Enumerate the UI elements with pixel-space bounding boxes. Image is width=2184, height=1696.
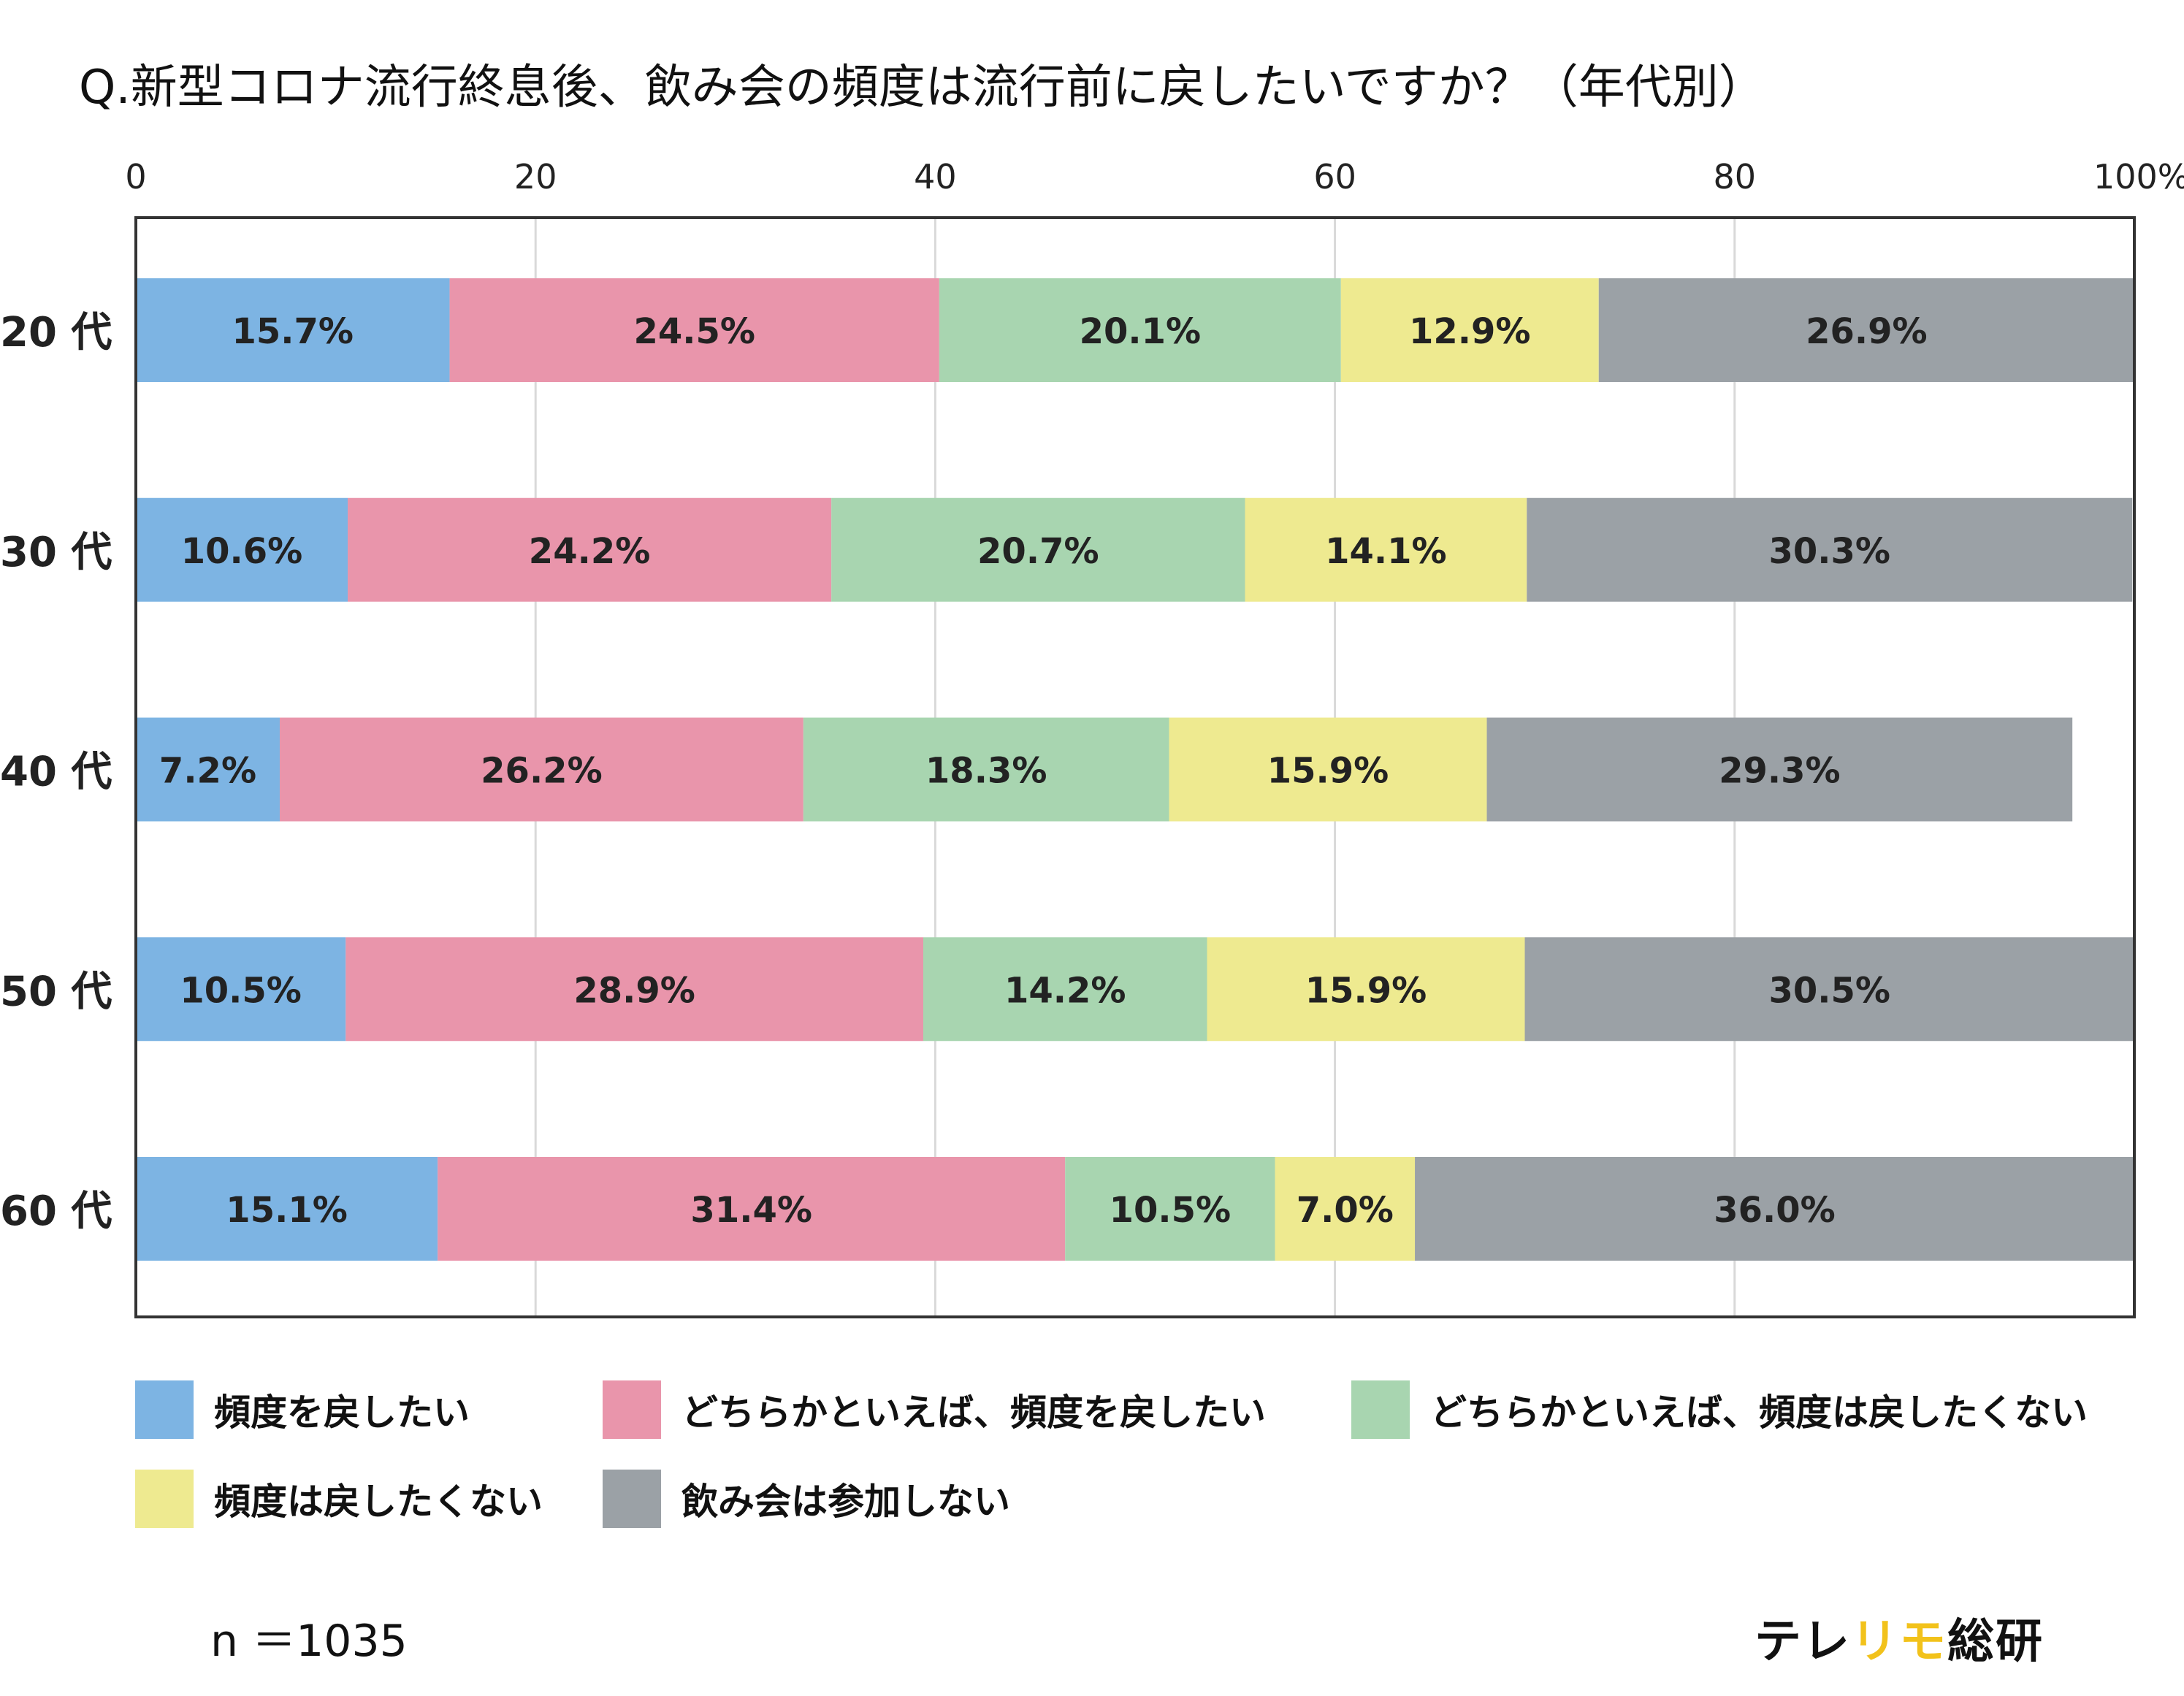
bar-segment <box>1207 937 1525 1042</box>
bar-segment <box>1524 937 2134 1042</box>
x-tick-label: 100% <box>2093 157 2184 196</box>
legend-swatch <box>603 1380 661 1439</box>
legend-label: 頻度を戻したい <box>214 1391 470 1434</box>
legend-swatch <box>1351 1380 1410 1439</box>
data-label: 26.2% <box>481 751 603 792</box>
bar-segment <box>279 717 803 822</box>
data-label: 14.1% <box>1325 531 1447 572</box>
legend-label: どちらかといえば、頻度を戻したい <box>681 1391 1266 1434</box>
x-tick-label: 0 <box>125 157 146 196</box>
category-label: 50 代 <box>0 968 112 1015</box>
legend-swatch <box>135 1470 194 1528</box>
legend-swatch <box>603 1470 661 1528</box>
legend-item: 飲み会は参加しない <box>603 1470 1010 1528</box>
legend-label: どちらかといえば、頻度は戻したくない <box>1430 1391 2088 1434</box>
legend-item: どちらかといえば、頻度は戻したくない <box>1351 1380 2088 1439</box>
brand-text-2: 総研 <box>1947 1615 2044 1669</box>
data-label: 10.5% <box>1110 1190 1232 1231</box>
bar-segment <box>136 278 450 382</box>
category-label: 60 代 <box>0 1188 112 1235</box>
data-label: 26.9% <box>1806 311 1928 352</box>
x-tick-label: 80 <box>1714 157 1757 196</box>
bar-segment <box>1275 1157 1416 1261</box>
bar-segment <box>803 717 1169 822</box>
brand-logo: テレリモ総研 <box>1755 1604 2044 1671</box>
data-label: 15.1% <box>226 1190 348 1231</box>
brand-text-accent: リモ <box>1851 1615 1947 1669</box>
bar-segment <box>438 1157 1066 1261</box>
bar-segment <box>939 278 1341 382</box>
bar-segment <box>1598 278 2134 382</box>
bar-segment <box>348 497 832 602</box>
chart-legend: 頻度を戻したい どちらかといえば、頻度を戻したい どちらかといえば、頻度は戻したくな… <box>135 1380 2180 1556</box>
data-label: 28.9% <box>573 970 695 1011</box>
category-label: 30 代 <box>0 529 112 576</box>
legend-item: 頻度を戻したい <box>135 1380 470 1439</box>
legend-item: どちらかといえば、頻度を戻したい <box>603 1380 1266 1439</box>
bar-segment <box>1527 497 2133 602</box>
bar-segment <box>1169 717 1487 822</box>
bar-segment <box>1065 1157 1275 1261</box>
bar-segment <box>1245 497 1527 602</box>
legend-swatch <box>135 1380 194 1439</box>
bar-segment <box>1340 278 1599 382</box>
data-label: 15.9% <box>1267 751 1389 792</box>
x-tick-label: 20 <box>514 157 557 196</box>
data-label: 31.4% <box>690 1190 812 1231</box>
plot-frame <box>134 216 2136 1318</box>
x-tick-label: 60 <box>1313 157 1356 196</box>
data-label: 14.2% <box>1004 970 1126 1011</box>
data-label: 24.2% <box>529 531 651 572</box>
bar-segment <box>449 278 939 382</box>
category-label: 20 代 <box>0 309 112 356</box>
data-label: 7.0% <box>1297 1190 1394 1231</box>
x-tick-label: 40 <box>914 157 957 196</box>
category-label: 40 代 <box>0 749 112 796</box>
data-label: 12.9% <box>1409 311 1531 352</box>
legend-label: 飲み会は参加しない <box>681 1481 1010 1523</box>
data-label: 10.5% <box>180 970 302 1011</box>
data-label: 20.1% <box>1080 311 1202 352</box>
data-label: 18.3% <box>925 751 1047 792</box>
data-label: 30.5% <box>1768 970 1890 1011</box>
bar-segment <box>136 1157 438 1261</box>
bar-segment <box>1486 717 2073 822</box>
data-label: 15.7% <box>232 311 354 352</box>
data-label: 7.2% <box>159 751 256 792</box>
data-label: 15.9% <box>1305 970 1427 1011</box>
bar-segment <box>1415 1157 2134 1261</box>
data-label: 36.0% <box>1714 1190 1836 1231</box>
data-label: 24.5% <box>633 311 755 352</box>
legend-item: 頻度は戻したくない <box>135 1470 543 1528</box>
bar-segment <box>136 937 346 1042</box>
data-label: 30.3% <box>1768 531 1890 572</box>
brand-text-1: テレ <box>1755 1615 1851 1669</box>
bar-segment <box>923 937 1207 1042</box>
sample-size-note: n ＝1035 <box>210 1616 408 1667</box>
data-label: 20.7% <box>977 531 1099 572</box>
bar-segment <box>136 717 280 822</box>
data-label: 10.6% <box>181 531 303 572</box>
bar-segment <box>831 497 1245 602</box>
bar-segment <box>345 937 923 1042</box>
chart-title: Q.新型コロナ流行終息後、飲み会の頻度は流行前に戻したいですか？（年代別） <box>79 61 1765 115</box>
bar-segment <box>136 497 348 602</box>
data-label: 29.3% <box>1719 751 1841 792</box>
legend-label: 頻度は戻したくない <box>214 1481 543 1523</box>
